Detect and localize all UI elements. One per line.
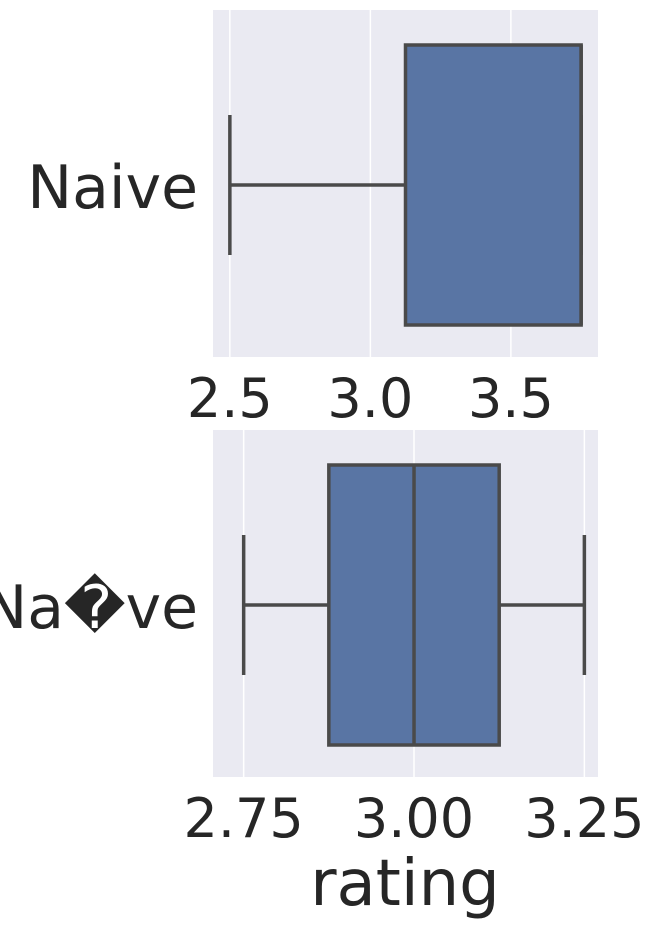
iqr-box: [403, 43, 583, 327]
box-marks: [241, 463, 587, 747]
x-tick-label: 3.25: [524, 787, 644, 850]
x-tick-labels: 2.5 3.0 3.5: [187, 367, 554, 430]
x-tick-label: 3.0: [327, 367, 413, 430]
category-label: Na�ve: [0, 573, 198, 643]
x-tick-label: 2.75: [184, 787, 304, 850]
x-tick-label: 3.00: [354, 787, 474, 850]
x-tick-label: 2.5: [187, 367, 273, 430]
x-tick-labels: 2.75 3.00 3.25: [184, 787, 645, 850]
x-tick-label: 3.5: [468, 367, 554, 430]
category-label: Naive: [27, 153, 198, 223]
boxplot-panel-top: Naive 2.5 3.0 3.5: [27, 10, 598, 430]
boxplot-panel-bottom: Na�ve 2.75 3.00 3.25 rating: [0, 430, 644, 921]
box-marks: [228, 43, 583, 327]
x-axis-title: rating: [310, 847, 500, 921]
